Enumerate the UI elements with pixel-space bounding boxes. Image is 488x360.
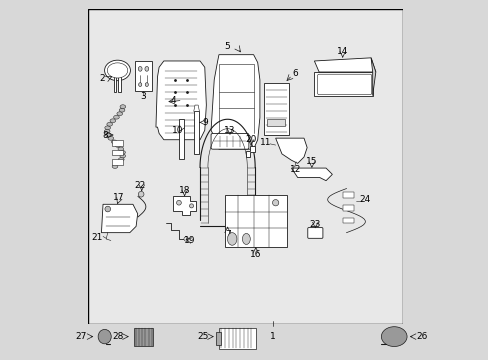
Polygon shape [211, 55, 259, 149]
Text: 23: 23 [309, 220, 320, 229]
Ellipse shape [105, 133, 111, 137]
Text: 8: 8 [102, 130, 107, 139]
Text: 14: 14 [336, 47, 348, 56]
Ellipse shape [138, 67, 142, 71]
Text: 25: 25 [197, 332, 208, 341]
Polygon shape [101, 204, 138, 233]
Bar [179, 119, 183, 159]
Text: 22: 22 [134, 181, 145, 190]
Ellipse shape [108, 136, 113, 140]
Ellipse shape [120, 154, 125, 158]
Text: 21: 21 [91, 233, 102, 242]
Ellipse shape [381, 327, 406, 346]
Ellipse shape [98, 329, 111, 344]
Ellipse shape [183, 237, 188, 241]
Text: 28: 28 [112, 332, 123, 341]
Ellipse shape [107, 122, 112, 126]
Text: 27: 27 [76, 332, 87, 341]
Text: 5: 5 [224, 42, 229, 51]
Ellipse shape [189, 204, 193, 208]
Text: 19: 19 [184, 236, 195, 245]
Text: 6: 6 [292, 69, 298, 78]
Ellipse shape [107, 63, 127, 78]
Bar [112, 150, 122, 156]
Bar [114, 75, 116, 93]
Bar [193, 111, 199, 154]
Polygon shape [370, 58, 375, 96]
Text: 11: 11 [260, 138, 271, 147]
FancyBboxPatch shape [211, 134, 248, 149]
Ellipse shape [120, 150, 125, 154]
Text: 24: 24 [358, 195, 370, 204]
Text: 9: 9 [202, 118, 207, 127]
Bar [343, 205, 354, 211]
Text: 16: 16 [249, 250, 261, 259]
FancyBboxPatch shape [307, 228, 322, 238]
Text: 10: 10 [171, 126, 183, 135]
Ellipse shape [272, 199, 278, 206]
Text: 15: 15 [305, 157, 317, 166]
Text: 20: 20 [245, 135, 256, 144]
Bar [264, 83, 288, 135]
Ellipse shape [111, 140, 117, 144]
Bar [112, 140, 122, 146]
Ellipse shape [242, 233, 250, 244]
Ellipse shape [104, 126, 110, 130]
Bar [343, 217, 354, 223]
Bar [118, 75, 121, 93]
Ellipse shape [118, 158, 124, 161]
Polygon shape [193, 105, 199, 111]
Ellipse shape [110, 119, 116, 123]
Ellipse shape [138, 192, 143, 197]
Bar [343, 192, 354, 198]
Bar [215, 332, 220, 345]
Text: 1: 1 [269, 332, 275, 341]
Ellipse shape [118, 147, 123, 151]
Bar [266, 119, 285, 126]
Polygon shape [246, 146, 255, 157]
Bar [225, 195, 286, 247]
Bar [135, 61, 152, 91]
Ellipse shape [117, 112, 122, 116]
Ellipse shape [113, 115, 119, 119]
Text: 26: 26 [415, 332, 427, 341]
Ellipse shape [105, 206, 110, 212]
Bar [133, 328, 153, 346]
Ellipse shape [104, 60, 130, 81]
Polygon shape [172, 197, 196, 215]
Text: 2: 2 [99, 74, 104, 83]
Text: 18: 18 [179, 186, 190, 195]
Ellipse shape [145, 83, 148, 86]
Ellipse shape [112, 165, 118, 168]
Ellipse shape [138, 83, 142, 86]
Bar [112, 159, 122, 165]
Ellipse shape [176, 201, 181, 205]
Text: 3: 3 [140, 92, 146, 101]
Ellipse shape [120, 105, 125, 109]
Ellipse shape [144, 67, 148, 71]
Text: 13: 13 [224, 126, 235, 135]
Text: 4: 4 [170, 96, 176, 105]
Text: 7: 7 [224, 230, 230, 239]
Bar [218, 328, 256, 349]
Ellipse shape [115, 144, 121, 147]
Ellipse shape [119, 108, 124, 112]
Polygon shape [156, 61, 206, 140]
Polygon shape [314, 58, 375, 72]
Text: 12: 12 [290, 165, 301, 174]
Polygon shape [314, 72, 372, 96]
Polygon shape [275, 138, 306, 163]
Ellipse shape [227, 233, 236, 245]
Ellipse shape [116, 161, 121, 165]
Polygon shape [291, 168, 332, 181]
Ellipse shape [104, 129, 110, 133]
Text: 17: 17 [113, 194, 124, 202]
